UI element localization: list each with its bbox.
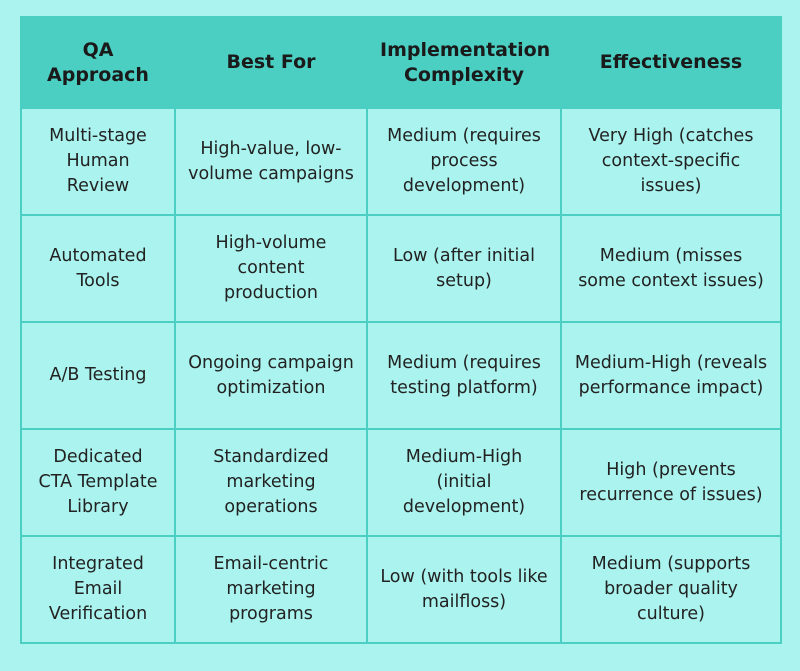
cell-qa-approach: Automated Tools [20, 214, 176, 323]
cell-best-for: Ongoing campaign optimization [174, 321, 368, 430]
cell-implementation-complexity: Medium (requires process development) [366, 107, 562, 216]
header-effectiveness: Effectiveness [560, 16, 782, 109]
cell-effectiveness: High (prevents recurrence of issues) [560, 428, 782, 537]
cell-implementation-complexity: Low (with tools like mailfloss) [366, 535, 562, 644]
header-implementation-complexity: Implementation Complexity [366, 16, 562, 109]
cell-best-for: Standardized marketing operations [174, 428, 368, 537]
cell-effectiveness: Medium (misses some context issues) [560, 214, 782, 323]
header-best-for: Best For [174, 16, 368, 109]
cell-effectiveness: Medium (supports broader quality culture… [560, 535, 782, 644]
qa-approach-table: QA Approach Best For Implementation Comp… [20, 16, 782, 644]
cell-qa-approach: Dedicated CTA Template Library [20, 428, 176, 537]
table-row: A/B Testing Ongoing campaign optimizatio… [20, 321, 782, 430]
cell-implementation-complexity: Low (after initial setup) [366, 214, 562, 323]
header-qa-approach: QA Approach [20, 16, 176, 109]
table-row: Integrated Email Verification Email-cent… [20, 535, 782, 644]
cell-best-for: Email-centric marketing programs [174, 535, 368, 644]
cell-qa-approach: Multi-stage Human Review [20, 107, 176, 216]
table-row: Automated Tools High-volume content prod… [20, 214, 782, 323]
cell-best-for: High-volume content production [174, 214, 368, 323]
cell-implementation-complexity: Medium (requires testing platform) [366, 321, 562, 430]
cell-implementation-complexity: Medium-High (initial development) [366, 428, 562, 537]
table-header-row: QA Approach Best For Implementation Comp… [20, 16, 782, 109]
cell-effectiveness: Very High (catches context-specific issu… [560, 107, 782, 216]
cell-effectiveness: Medium-High (reveals performance impact) [560, 321, 782, 430]
cell-qa-approach: A/B Testing [20, 321, 176, 430]
table-row: Multi-stage Human Review High-value, low… [20, 107, 782, 216]
cell-best-for: High-value, low-volume campaigns [174, 107, 368, 216]
table-row: Dedicated CTA Template Library Standardi… [20, 428, 782, 537]
cell-qa-approach: Integrated Email Verification [20, 535, 176, 644]
